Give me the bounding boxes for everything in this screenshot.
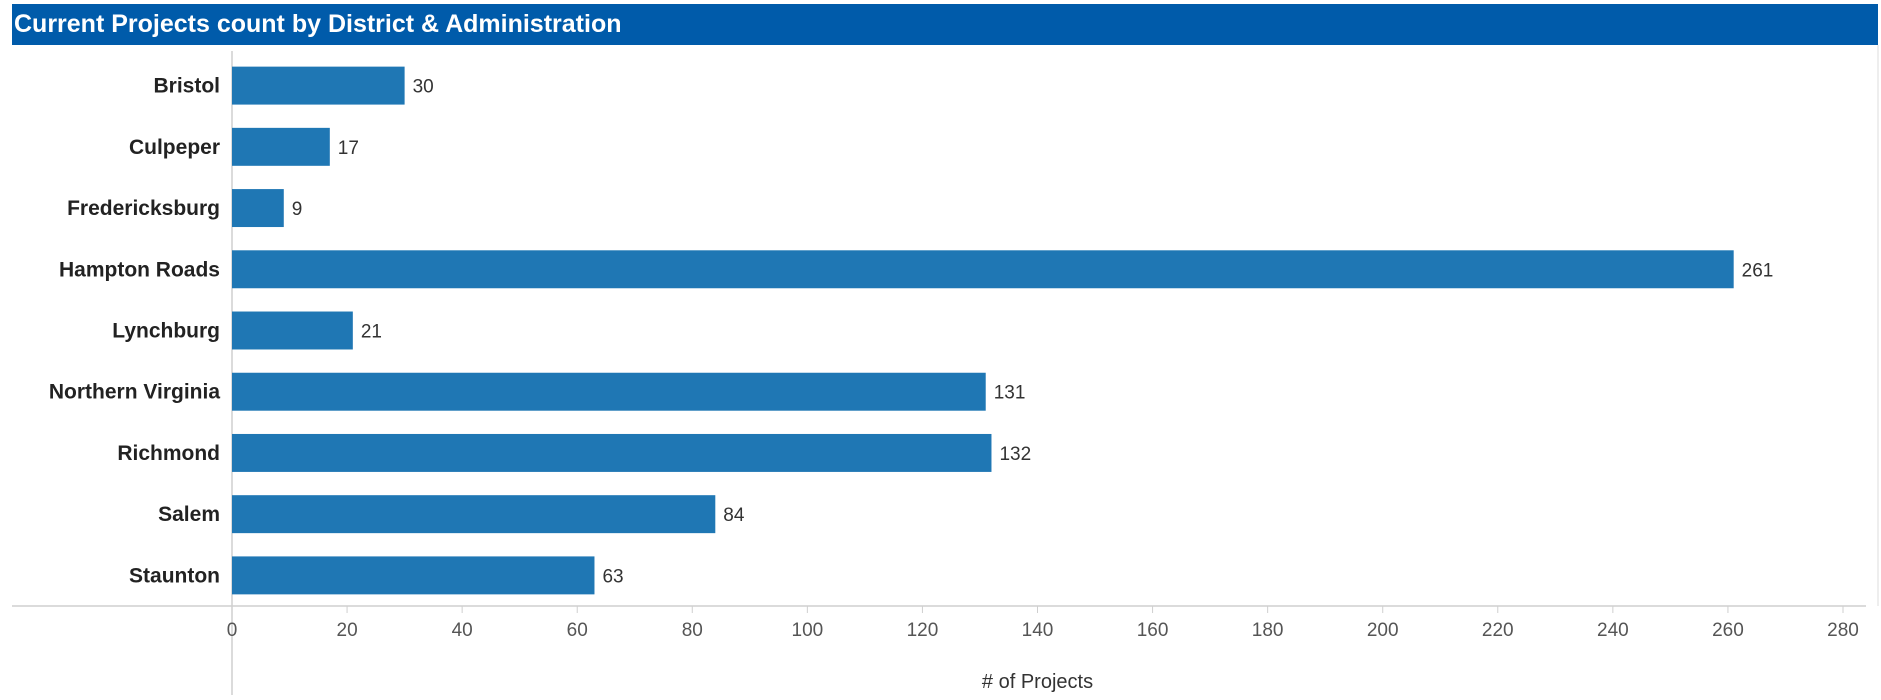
bar-culpeper — [232, 127, 330, 166]
bar-lynchburg — [232, 311, 353, 350]
data-label: 63 — [602, 566, 623, 587]
bar-fredericksburg — [232, 189, 284, 228]
category-label: Salem — [158, 503, 220, 526]
bar-bristol — [232, 66, 405, 105]
x-axis-title: # of Projects — [982, 671, 1093, 693]
category-labels: Bristol Culpeper Fredericksburg Hampton Roa… — [49, 75, 220, 588]
bars-group — [232, 66, 1734, 595]
data-label: 9 — [292, 199, 303, 220]
category-label: Northern Virginia — [49, 381, 220, 404]
chart-title: Current Projects count by District & Adm… — [12, 4, 1878, 45]
category-label: Culpeper — [129, 136, 220, 159]
data-label: 21 — [361, 322, 382, 343]
bar-richmond — [232, 433, 992, 472]
x-tick-label: 220 — [1482, 620, 1514, 641]
x-tick-label: 240 — [1597, 620, 1629, 641]
bar-salem — [232, 495, 716, 534]
x-tick-label: 180 — [1252, 620, 1284, 641]
data-label: 30 — [413, 77, 434, 98]
bar-northern-virginia — [232, 372, 986, 411]
x-tick-label: 60 — [567, 620, 588, 641]
category-label: Hampton Roads — [59, 258, 220, 281]
x-tick-label: 140 — [1022, 620, 1054, 641]
category-label: Fredericksburg — [67, 197, 220, 220]
x-tick-label: 80 — [682, 620, 703, 641]
x-tick-label: 20 — [337, 620, 358, 641]
category-label: Lynchburg — [112, 320, 220, 343]
x-tick-label: 120 — [907, 620, 939, 641]
x-tick-label: 0 — [227, 620, 238, 641]
x-tick-label: 280 — [1827, 620, 1859, 641]
data-label: 132 — [999, 444, 1031, 465]
bar-staunton — [232, 556, 595, 595]
x-tick-label: 260 — [1712, 620, 1744, 641]
data-label: 261 — [1742, 260, 1774, 281]
x-tick-label: 40 — [452, 620, 473, 641]
x-tick-label: 100 — [792, 620, 824, 641]
data-label: 131 — [994, 383, 1026, 404]
data-label: 17 — [338, 138, 359, 159]
x-axis: 0 20 40 60 80 100 120 140 160 180 200 220 240 260 280 #… — [227, 606, 1859, 693]
category-label: Bristol — [153, 75, 220, 98]
x-tick-label: 200 — [1367, 620, 1399, 641]
bar-hampton-roads — [232, 250, 1734, 289]
data-labels: 30 17 9 261 21 131 132 84 63 — [292, 77, 1774, 588]
category-label: Richmond — [117, 442, 220, 465]
category-label: Staunton — [129, 564, 220, 587]
x-tick-label: 160 — [1137, 620, 1169, 641]
data-label: 84 — [723, 505, 745, 526]
